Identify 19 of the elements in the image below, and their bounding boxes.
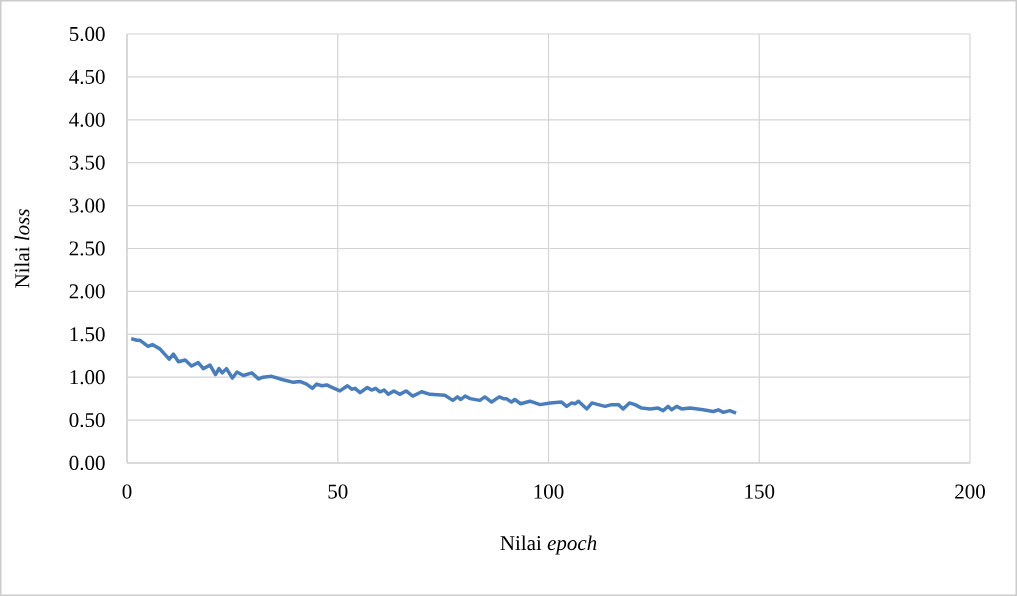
y-tick-label: 1.00	[70, 370, 105, 385]
y-tick-label: 4.00	[69, 112, 105, 127]
x-axis-title: Nilai epoch	[500, 535, 597, 555]
y-tick-label: 3.50	[69, 155, 105, 170]
y-axis-title: Nilai loss	[14, 209, 30, 288]
x-tick-label: 200	[955, 484, 985, 499]
x-tick-label: 150	[745, 484, 775, 499]
line-series	[129, 336, 738, 415]
y-tick-label: 1.50	[70, 327, 105, 342]
y-tick-label: 4.50	[69, 69, 105, 85]
x-tick-label: 50	[328, 484, 348, 499]
y-tick-label: 3.00	[69, 198, 105, 213]
y-tick-label: 0.50	[69, 412, 105, 428]
y-tick-label: 2.50	[69, 241, 105, 256]
x-tick-label: 100	[534, 484, 564, 499]
y-tick-label: 0.00	[69, 455, 105, 471]
x-tick-label: 0	[122, 484, 132, 499]
y-tick-label: 5.00	[69, 26, 105, 42]
y-tick-label: 2.00	[69, 284, 105, 299]
